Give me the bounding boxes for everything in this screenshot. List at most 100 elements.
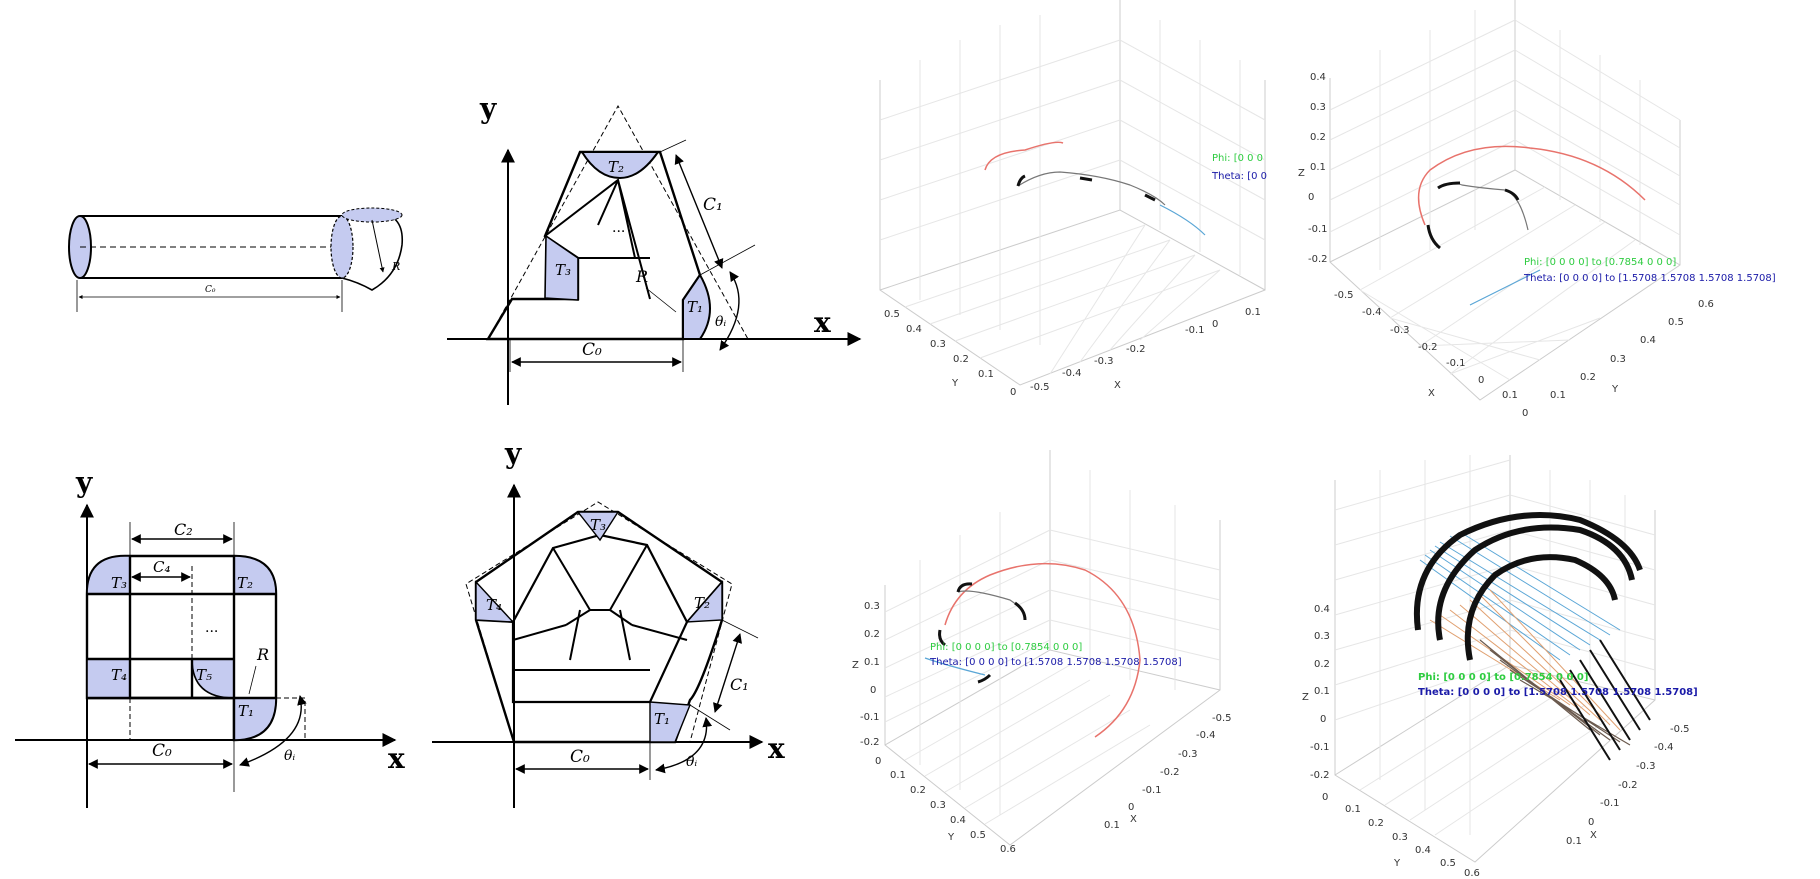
plot4-z-tick: 0.2 [1314, 659, 1330, 670]
plot3-phi-text: Phi: [0 0 0 0] to [0.7854 0 0 0] [930, 642, 1082, 653]
pentagon-c1-ext1 [721, 619, 759, 639]
plot2-z-tick: 0.2 [1310, 132, 1326, 143]
plot1-x-tick: 0 [1212, 319, 1218, 330]
plot-4: Phi: [0 0 0 0] to [0.7854 0 0 0] Theta: … [1302, 455, 1698, 879]
triangle-c1-ext2 [699, 244, 756, 276]
cylinder-right-cap [330, 215, 354, 279]
triangle-r-label: R [635, 267, 648, 286]
plot2-curve-gray [1437, 182, 1529, 231]
plot1-y-tick: 0 [1010, 387, 1016, 398]
triangle-t3-region [544, 234, 579, 301]
plot2-x-tick: 0 [1478, 375, 1484, 386]
plot3-y-tick: 0.2 [910, 785, 926, 796]
plot2-x-tick: -0.3 [1390, 325, 1410, 336]
pentagon-t3-label: T₃ [590, 516, 606, 534]
plot3-x-tick: -0.3 [1178, 749, 1198, 760]
plot4-x-tick: -0.5 [1670, 724, 1690, 735]
plot1-box [879, 0, 1266, 386]
pentagon-c1-arrow [713, 633, 742, 713]
cylinder-radius-label: R [391, 260, 400, 273]
triangle-r-leader [645, 287, 677, 313]
plot1-y-label: Y [951, 378, 959, 389]
plot2-curve-blue [1469, 269, 1541, 306]
plot3-curve-black [938, 582, 1027, 684]
pentagon-diagram: y x T₁ T₂ T₃ T₄ C₁ C₀ θᵢ [432, 437, 785, 808]
plot2-z-tick: 0.3 [1310, 102, 1326, 113]
pentagon-c1-label: C₁ [730, 675, 749, 694]
plot1-x-tick: 0.1 [1245, 307, 1261, 318]
plot4-x-tick: 0.1 [1566, 836, 1582, 847]
plot2-y-tick: 0 [1522, 408, 1528, 419]
plot1-y-tick: 0.4 [906, 324, 922, 335]
plot4-z-label: Z [1302, 692, 1309, 703]
pentagon-t2-label: T₂ [694, 594, 710, 612]
plot2-y-ticks: 0 0.1 0.2 0.3 0.4 0.5 0.6 [1522, 299, 1714, 419]
plot3-y-label: Y [947, 832, 955, 843]
plot3-x-tick: -0.5 [1212, 713, 1232, 724]
plot3-x-tick: -0.4 [1196, 730, 1216, 741]
plot4-y-ticks: 0 0.1 0.2 0.3 0.4 0.5 0.6 [1322, 792, 1480, 879]
plot1-theta-text: Theta: [0 0 [1211, 171, 1267, 182]
plot1-x-tick: -0.5 [1030, 382, 1050, 393]
triangle-dots-label: ... [612, 220, 625, 236]
cylinder-elbow-top [341, 207, 403, 223]
plot3-y-tick: 0.3 [930, 800, 946, 811]
square-t3-region [86, 555, 131, 595]
plot3-curve-red [944, 562, 1141, 738]
plot4-sweep-brown [1479, 639, 1631, 746]
pentagon-t3-region [576, 511, 620, 542]
plot1-y-ticks: 0.5 0.4 0.3 0.2 0.1 0 [884, 309, 1016, 398]
plot2-y-tick: 0.5 [1668, 317, 1684, 328]
plot3-x-tick: 0 [1128, 802, 1134, 813]
plot3-z-tick: -0.1 [860, 712, 880, 723]
plot1-y-tick: 0.3 [930, 339, 946, 350]
square-t3-label: T₃ [111, 574, 127, 592]
square-c2-label: C₂ [174, 520, 193, 539]
plot2-box [1329, 0, 1681, 401]
plot1-curve-blue [1159, 204, 1206, 236]
pentagon-inner [511, 533, 689, 704]
triangle-theta-label: θᵢ [715, 314, 726, 330]
square-theta-label: θᵢ [284, 748, 295, 764]
cylinder-radius-arrow [371, 219, 385, 273]
plot1-x-tick: -0.3 [1094, 356, 1114, 367]
triangle-t1-region [682, 273, 711, 340]
plot3-z-tick: 0.1 [864, 657, 880, 668]
plot4-z-tick: 0.4 [1314, 604, 1330, 615]
plot4-x-tick: -0.1 [1600, 798, 1620, 809]
plot2-phi-text: Phi: [0 0 0 0] to [0.7854 0 0 0] [1524, 257, 1676, 268]
plot1-x-tick: -0.1 [1185, 325, 1205, 336]
plot4-z-tick: 0.3 [1314, 631, 1330, 642]
pentagon-t1-label: T₁ [654, 710, 670, 728]
square-t1-label: T₁ [238, 702, 254, 720]
triangle-c1-ext1 [659, 139, 687, 153]
plot4-sweep-black [1414, 512, 1643, 661]
triangle-t3-label: T₃ [555, 261, 571, 279]
plot4-theta-text: Theta: [0 0 0 0] to [1.5708 1.5708 1.570… [1418, 687, 1698, 698]
plot4-y-tick: 0.2 [1368, 818, 1384, 829]
plot1-x-label: X [1114, 380, 1121, 391]
plot1-curve-black [1016, 174, 1156, 202]
square-r-leader [248, 665, 257, 695]
plot2-z-tick: 0.4 [1310, 72, 1326, 83]
plot4-sweep-black-edges [1559, 639, 1651, 761]
plot2-x-tick: 0.1 [1502, 390, 1518, 401]
plot3-z-ticks: 0.3 0.2 0.1 0 -0.1 -0.2 [860, 601, 880, 748]
triangle-theta-arc [719, 271, 740, 351]
square-diagram: y x T₁ T₂ T₃ T₄ T₅ ... R C₂ C₄ C₀ θᵢ [15, 466, 405, 808]
plot3-y-tick: 0.1 [890, 770, 906, 781]
triangle-c1-label: C₁ [703, 195, 723, 215]
plot2-x-tick: -0.5 [1334, 290, 1354, 301]
plot3-x-ticks: -0.5 -0.4 -0.3 -0.2 -0.1 0 0.1 [1104, 713, 1232, 831]
plot4-y-tick: 0.4 [1415, 845, 1431, 856]
pentagon-x-label: x [768, 732, 785, 765]
plot4-z-tick: -0.2 [1310, 770, 1330, 781]
plot3-x-label: X [1130, 814, 1137, 825]
square-t2-label: T₂ [237, 574, 253, 592]
plot1-y-tick: 0.2 [953, 354, 969, 365]
plot1-x-tick: -0.2 [1126, 344, 1146, 355]
plot-1: Phi: [0 0 0 Theta: [0 0 0.5 0.4 0.3 0.2 … [879, 0, 1267, 398]
triangle-t2-label: T₂ [608, 158, 624, 176]
plot3-y-tick: 0.6 [1000, 844, 1016, 855]
plot2-y-tick: 0.6 [1698, 299, 1714, 310]
